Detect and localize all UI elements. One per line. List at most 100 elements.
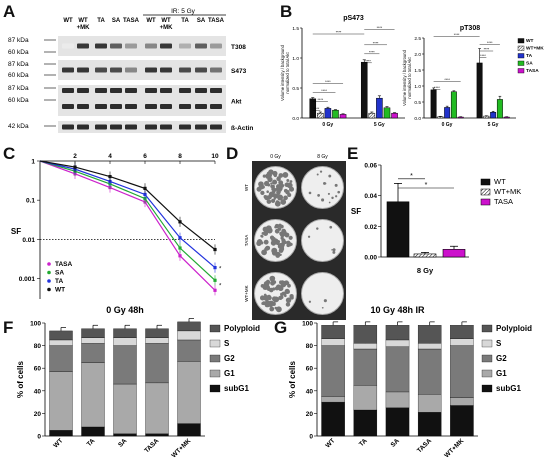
y-tick-label: 0.01 [22, 237, 35, 244]
data-point [213, 278, 217, 282]
x-tick-label: 5 Gy [374, 122, 385, 128]
significance-marker: **** [444, 78, 450, 82]
data-point [213, 265, 217, 270]
y-axis-label-line: normalized to total Akt [285, 52, 290, 94]
kda-label: 87 kDa [8, 85, 29, 92]
segment-polyploid [417, 325, 442, 344]
data-point [143, 186, 147, 190]
y-tick-label: 1.0 [414, 84, 421, 90]
colony [280, 292, 284, 296]
colony [280, 281, 287, 288]
band [110, 104, 122, 109]
band [95, 124, 107, 130]
colony [308, 300, 312, 303]
band [125, 124, 137, 130]
x-tick-label: 4 [108, 153, 112, 160]
colony [334, 183, 338, 187]
legend-label: G1 [224, 369, 235, 378]
band [145, 88, 157, 93]
y-tick-label: 1 [31, 159, 35, 166]
y-tick-label: 0 [37, 434, 41, 441]
legend-label: TASA [494, 197, 513, 206]
segment-polyploid [321, 325, 345, 339]
y-axis-label: Volume intensity / backgroundnormalized … [402, 49, 412, 106]
band [179, 43, 191, 49]
colony [271, 187, 276, 191]
band [160, 124, 172, 130]
legend-swatch [480, 198, 491, 206]
legend-swatch [517, 38, 525, 44]
band [62, 43, 74, 49]
y-axis-label-line: Volume intensity / background [280, 44, 285, 101]
colony [265, 285, 271, 291]
y-axis-label: Volume intensity / backgroundnormalized … [280, 44, 290, 101]
band [125, 43, 137, 49]
x-tick-label: TA [358, 437, 369, 448]
colony [274, 225, 277, 229]
legend-swatch [481, 369, 493, 378]
band [210, 104, 222, 109]
y-tick-label: 40 [34, 388, 42, 395]
y-tick-label: 1.5 [414, 68, 421, 74]
band [77, 124, 89, 130]
band [210, 88, 222, 93]
segment-polyploid [353, 325, 378, 344]
band [160, 104, 172, 109]
colony [269, 275, 276, 282]
y-tick-label: 0.0 [414, 116, 421, 122]
blot-s473-membrane [58, 60, 226, 80]
panel-label-f: F [3, 318, 14, 337]
colony [259, 295, 266, 301]
band [110, 88, 122, 93]
y-tick-label: 1.0 [292, 56, 299, 62]
legend-label: G1 [496, 369, 507, 378]
band [110, 124, 122, 130]
segment-polyploid [450, 325, 474, 339]
row-label: WT [244, 184, 249, 191]
colony [272, 280, 277, 285]
colony [331, 249, 333, 251]
segment-g1 [353, 384, 378, 411]
lane-label: WT [63, 18, 73, 24]
y-tick-label: 2.5 [414, 36, 421, 42]
y-axis-label: SF [11, 227, 21, 236]
colony [263, 180, 270, 187]
legend-label: WT [494, 177, 506, 186]
x-tick-label: SA [117, 437, 129, 449]
legend-label: WT [526, 38, 534, 44]
kda-label: 87 kDa [8, 61, 29, 68]
curve-wt [39, 160, 216, 250]
band [195, 67, 207, 73]
colony [263, 295, 270, 301]
significance-marker: **** [321, 89, 327, 93]
x-axis-label: 8 Gy [417, 266, 434, 275]
significance-marker: **** [314, 107, 320, 111]
legend-swatch [209, 384, 221, 393]
colony [280, 224, 284, 229]
colony [271, 190, 276, 194]
segment-subg1 [450, 405, 474, 437]
segment-g1 [417, 394, 442, 413]
y-tick-label: 0.001 [19, 276, 36, 283]
data-point [108, 174, 112, 179]
colony [271, 296, 277, 302]
colony [276, 176, 281, 182]
band [110, 67, 122, 73]
curve-tasa [39, 160, 216, 291]
band [210, 43, 222, 49]
curve-sa [39, 160, 216, 281]
x-tick-label: 2 [73, 153, 77, 160]
lane-label: TASA [123, 18, 140, 24]
segment-s [321, 338, 345, 346]
y-tick-label: 80 [34, 343, 42, 350]
legend-label: subG1 [224, 384, 249, 393]
colony [260, 190, 265, 195]
lane-label: WT [78, 18, 88, 24]
colony [261, 232, 265, 235]
colony [328, 201, 331, 204]
colony [256, 239, 263, 245]
legend-label: Polyploid [224, 324, 260, 333]
legend-swatch [209, 339, 221, 348]
